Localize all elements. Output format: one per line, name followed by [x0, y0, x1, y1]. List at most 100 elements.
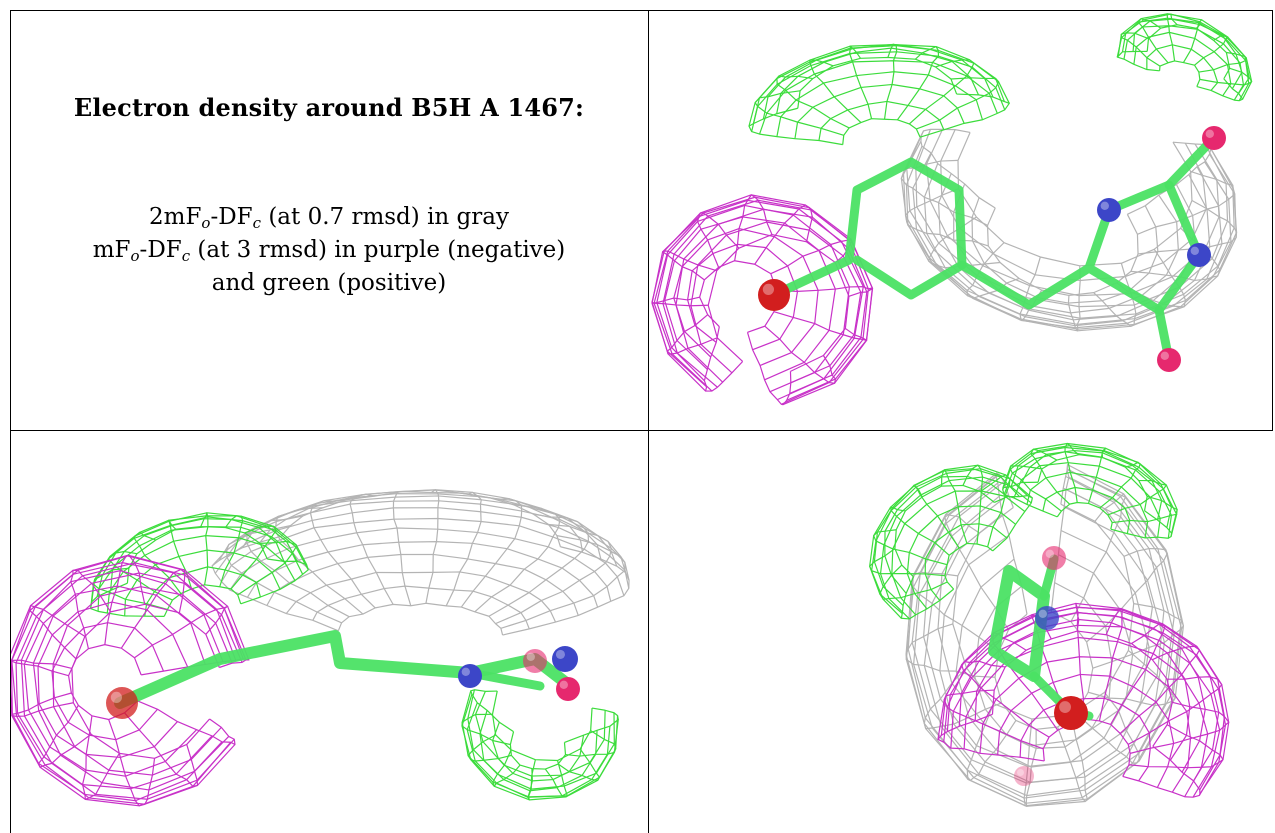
purple-mesh-line — [1128, 724, 1224, 769]
gray-mesh-line — [913, 488, 1175, 804]
green-mesh-line — [848, 45, 873, 119]
gray-mesh-line — [1023, 718, 1037, 807]
green-mesh-line — [230, 525, 277, 590]
oxygen-atom-highlight — [110, 691, 122, 703]
gray-mesh-line — [905, 469, 1185, 807]
legend-gray-mid: -DF — [210, 204, 253, 230]
table-border-left — [10, 10, 11, 833]
gray-mesh-line — [500, 535, 626, 629]
green-mesh-line — [900, 576, 955, 620]
green-mesh-line — [776, 75, 850, 129]
green-mesh-line — [962, 464, 984, 545]
green-mesh-line — [470, 689, 514, 733]
gray-mesh-line — [425, 489, 440, 604]
green-mesh-line — [916, 77, 1000, 130]
green-mesh-line — [883, 43, 898, 120]
green-mesh-line — [884, 475, 1008, 594]
gray-mesh-line — [349, 493, 394, 605]
purple-mesh-line — [707, 233, 850, 372]
purple-mesh-line — [1075, 602, 1085, 719]
green-mesh-line — [557, 748, 601, 781]
legend-gray-sub-c: c — [252, 214, 262, 232]
green-mesh-line — [1087, 447, 1107, 504]
green-mesh-line — [1110, 510, 1173, 539]
green-mesh-line — [1198, 51, 1247, 73]
gray-mesh-line — [944, 513, 1010, 631]
purple-mesh-line — [52, 586, 233, 776]
legend-line-gray: 2mFo-DFc (at 0.7 rmsd) in gray — [10, 201, 648, 234]
green-mesh-line — [1026, 471, 1149, 539]
green-mesh-line — [219, 515, 244, 587]
green-mesh-line — [754, 90, 844, 136]
green-mesh-line — [237, 540, 297, 596]
gray-mesh — [900, 128, 1238, 332]
nitrogen-atom — [552, 646, 578, 672]
gray-mesh-line — [923, 506, 1166, 797]
oxygen-atom — [1054, 696, 1088, 730]
green-mesh-line — [90, 582, 165, 618]
gray-mesh-line — [995, 472, 1028, 615]
green-mesh-line — [461, 713, 511, 746]
gray-mesh-line — [937, 487, 1154, 747]
gray-mesh-line — [939, 529, 1150, 783]
gray-mesh-line — [460, 497, 523, 608]
oxygen-atom-highlight — [559, 680, 568, 689]
purple-mesh — [651, 194, 874, 406]
purple-mesh-line — [81, 715, 120, 800]
ligand-ring-bond — [769, 157, 967, 300]
purple-mesh-line — [11, 554, 250, 805]
gray-mesh-line — [488, 513, 590, 617]
purple-mesh-line — [71, 603, 220, 759]
green-mesh-line — [200, 512, 209, 585]
green-mesh-line — [919, 93, 1010, 138]
oxygen-atom — [106, 687, 138, 719]
purple-mesh-line — [666, 314, 718, 355]
density-view-side — [10, 489, 630, 807]
density-view-front — [651, 13, 1253, 406]
nitrogen-atom — [1187, 243, 1211, 267]
green-mesh-line — [748, 45, 1010, 127]
ligand-chain-bond — [957, 180, 1204, 315]
purple-mesh-line — [687, 243, 799, 351]
legend-cell: Electron density around B5H A 1467: 2mFo… — [10, 10, 648, 430]
green-mesh-line — [776, 47, 980, 114]
green-mesh-line — [869, 464, 1028, 614]
green-mesh-line — [1146, 44, 1219, 91]
green-mesh-line — [1112, 495, 1178, 524]
table-border-top — [10, 10, 1273, 11]
gray-mesh-line — [495, 523, 612, 625]
gray-mesh-line — [973, 582, 1113, 750]
purple-mesh-line — [108, 719, 156, 807]
oxygen-atom — [523, 649, 547, 673]
gray-mesh-line — [445, 491, 482, 607]
oxygen-atom — [1014, 766, 1034, 786]
gray-mesh-line — [920, 128, 996, 209]
green-mesh-line — [527, 759, 536, 801]
gray-mesh — [211, 489, 630, 636]
green-mesh-line — [1137, 17, 1169, 64]
table-divider-vertical — [648, 10, 649, 833]
legend-diff-sub-o: o — [130, 247, 140, 265]
density-view-end — [869, 442, 1230, 807]
green-mesh — [748, 43, 1010, 146]
green-mesh-line — [818, 100, 945, 141]
purple-mesh-line — [656, 204, 851, 393]
green-mesh-line — [1009, 465, 1062, 512]
gray-mesh-line — [952, 503, 1135, 720]
purple-mesh-line — [134, 605, 229, 659]
purple-mesh-line — [1122, 745, 1201, 798]
purple-mesh-line — [124, 712, 199, 787]
gray-mesh-line — [1067, 265, 1081, 332]
purple-mesh-line — [703, 326, 744, 392]
green-mesh-line — [479, 710, 598, 792]
green-mesh-line — [758, 60, 998, 135]
nitrogen-atom — [458, 664, 482, 688]
nitrogen-atom-highlight — [555, 649, 565, 659]
green-mesh-line — [1166, 13, 1178, 62]
gray-mesh-line — [392, 490, 412, 606]
legend-line-diff-2: and green (positive) — [211, 270, 447, 296]
green-mesh-line — [1182, 19, 1203, 63]
nitrogen-atom — [1035, 606, 1059, 630]
purple-mesh — [937, 602, 1230, 798]
